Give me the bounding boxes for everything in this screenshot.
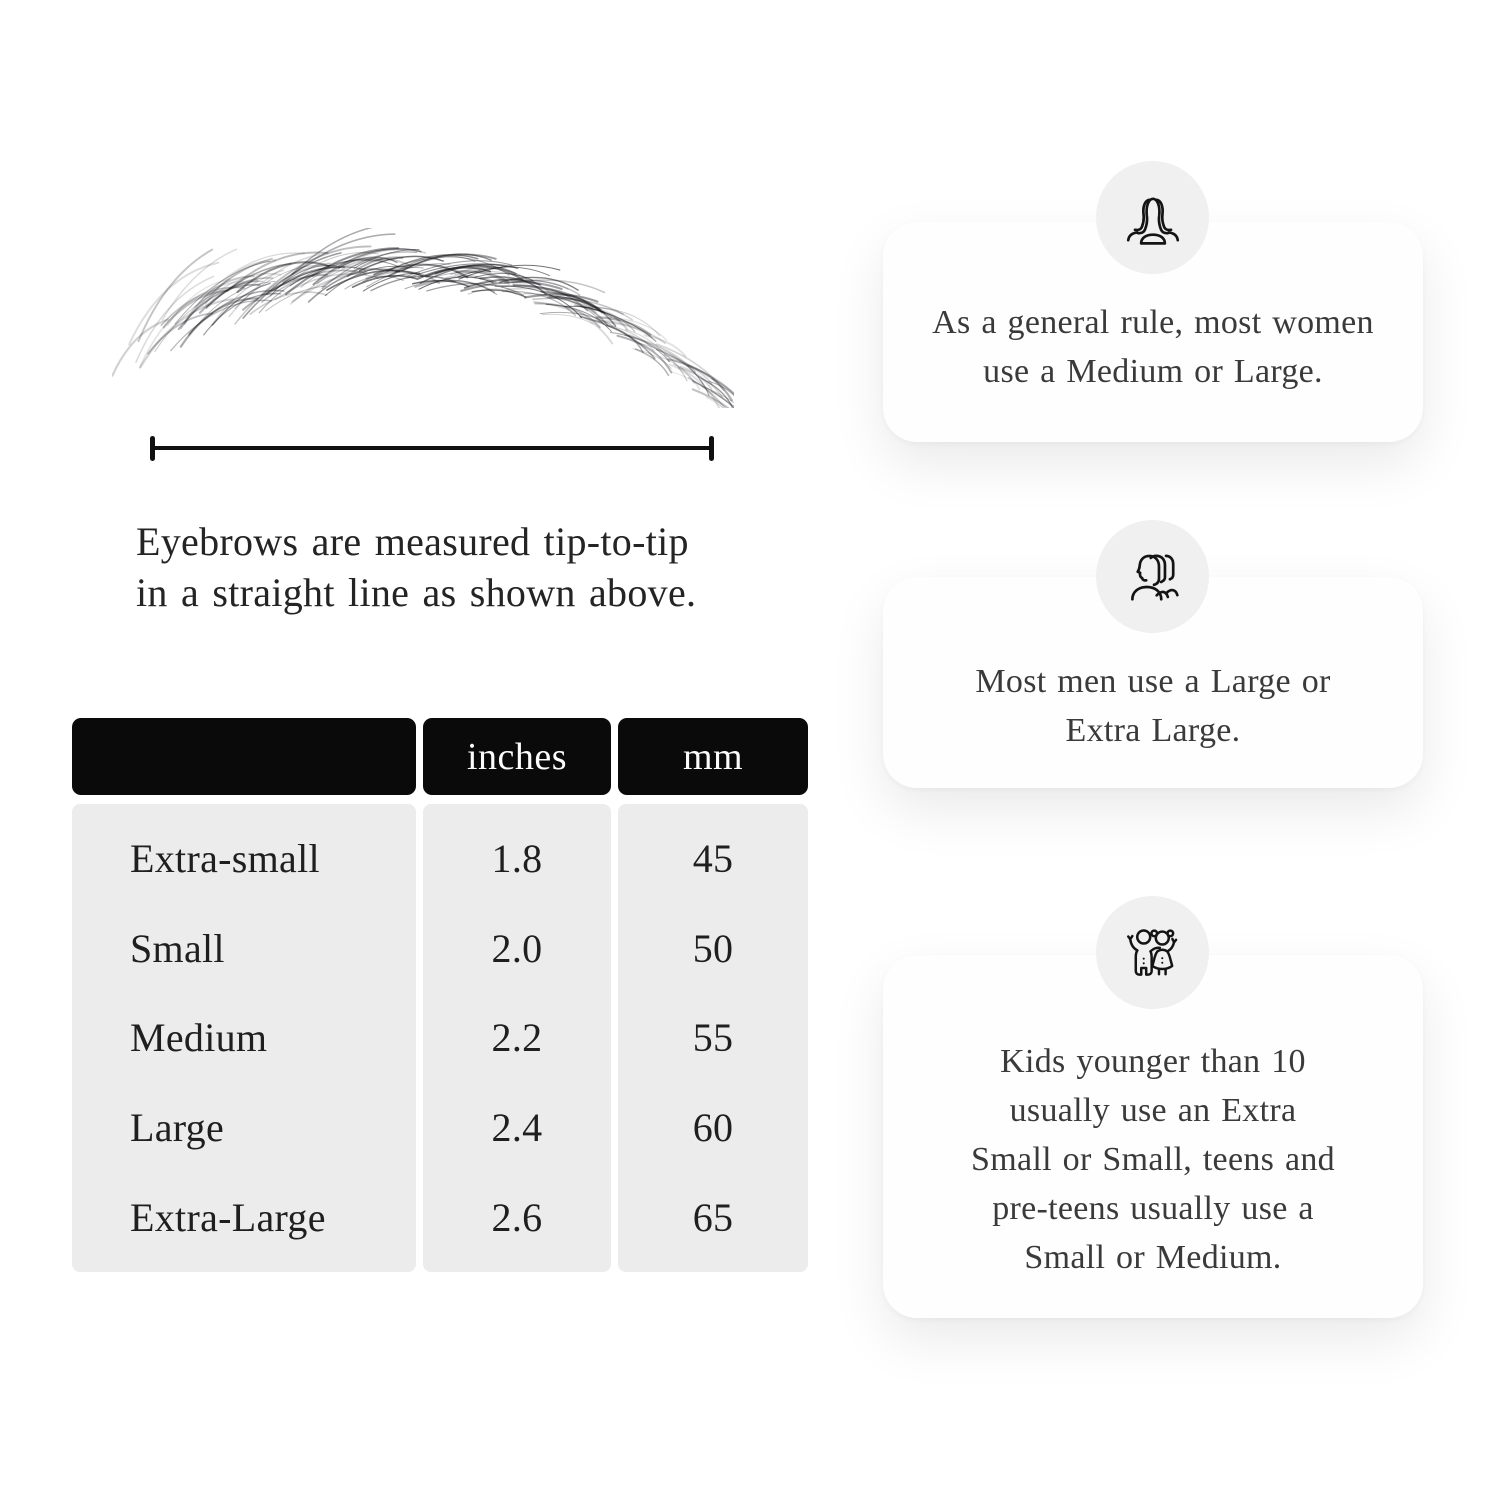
mm-column: 45 50 55 60 65 (618, 804, 808, 1272)
info-card-men-text: Most men use a Large or Extra Large. (975, 663, 1331, 749)
table-cell-mm: 50 (692, 925, 734, 971)
men-group-icon (1130, 554, 1179, 601)
size-column-header (72, 718, 416, 795)
info-card-women-text: As a general rule, most women use a Medi… (932, 304, 1374, 390)
size-name-column: Extra-small Small Medium Large Extra-Lar… (72, 804, 416, 1272)
icon-badge-men (1096, 520, 1209, 633)
women-group-icon (1126, 196, 1179, 245)
table-cell-mm: 60 (692, 1105, 734, 1151)
table-cell-mm: 55 (692, 1015, 734, 1061)
info-card-kids-text: Kids younger than 10 usually use an Extr… (971, 1043, 1335, 1276)
measurement-line-right-cap (709, 436, 714, 461)
table-cell-inches: 2.4 (491, 1105, 543, 1151)
table-cell-inches: 2.6 (491, 1194, 543, 1240)
table-cell-inches: 1.8 (491, 836, 543, 882)
table-cell-inches: 2.2 (491, 1015, 543, 1061)
measurement-line (150, 436, 714, 461)
icon-badge-kids (1096, 896, 1209, 1009)
table-cell-size: Small (130, 925, 225, 971)
inches-column: 1.8 2.0 2.2 2.4 2.6 (423, 804, 611, 1272)
table-cell-size: Extra-Large (130, 1194, 326, 1240)
table-cell-mm: 45 (692, 836, 734, 882)
table-cell-size: Extra-small (130, 836, 320, 882)
table-cell-mm: 65 (692, 1194, 734, 1240)
table-cell-size: Large (130, 1105, 225, 1151)
measurement-caption: Eyebrows are measured tip-to-tip in a st… (136, 519, 697, 615)
icon-badge-women (1096, 161, 1209, 274)
size-table: inches mm Extra-small Small Medium Large… (72, 718, 808, 1272)
info-card-women: As a general rule, most women use a Medi… (883, 222, 1423, 442)
mm-column-header: mm (618, 718, 808, 795)
inches-column-header: inches (423, 718, 611, 795)
table-cell-size: Medium (130, 1015, 268, 1061)
info-card-kids: Kids younger than 10 usually use an Extr… (883, 955, 1423, 1318)
measurement-line-bar (151, 446, 713, 450)
eyebrow-sketch (111, 224, 763, 437)
children-icon (1126, 928, 1177, 976)
eyebrow-illustration (111, 224, 763, 437)
table-cell-inches: 2.0 (491, 925, 543, 971)
